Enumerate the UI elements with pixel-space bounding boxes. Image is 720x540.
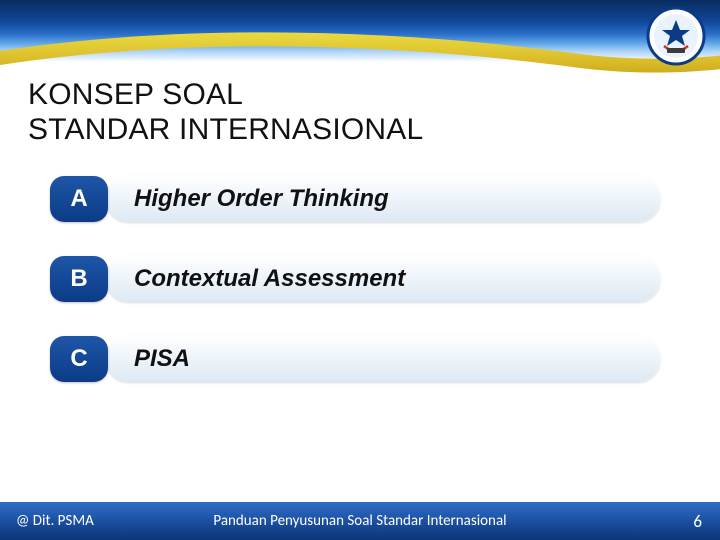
badge-letter: C xyxy=(70,345,87,373)
footer-band: @ Dit. PSMA Panduan Penyusunan Soal Stan… xyxy=(0,502,720,540)
item-label: Higher Order Thinking xyxy=(134,176,389,222)
item-badge: A xyxy=(50,176,108,222)
footer-center-text: Panduan Penyusunan Soal Standar Internas… xyxy=(0,512,720,530)
badge-letter: B xyxy=(70,265,87,293)
footer-left-text: @ Dit. PSMA xyxy=(16,512,94,530)
title-line-2: STANDAR INTERNASIONAL xyxy=(28,113,423,146)
item-label: Contextual Assessment xyxy=(134,256,405,302)
list-item: B Contextual Assessment xyxy=(50,256,660,302)
item-label: PISA xyxy=(134,336,190,382)
list-item: C PISA xyxy=(50,336,660,382)
title-line-1: KONSEP SOAL xyxy=(28,78,243,111)
header-band xyxy=(0,0,720,62)
item-badge: C xyxy=(50,336,108,382)
list-item: A Higher Order Thinking xyxy=(50,176,660,222)
page-number: 6 xyxy=(693,511,702,532)
badge-letter: A xyxy=(70,185,87,213)
slide: KONSEP SOAL STANDAR INTERNASIONAL A High… xyxy=(0,0,720,540)
logo-icon xyxy=(646,6,706,66)
item-badge: B xyxy=(50,256,108,302)
page-title: KONSEP SOAL STANDAR INTERNASIONAL xyxy=(28,78,423,147)
item-list: A Higher Order Thinking B Contextual Ass… xyxy=(50,176,660,416)
